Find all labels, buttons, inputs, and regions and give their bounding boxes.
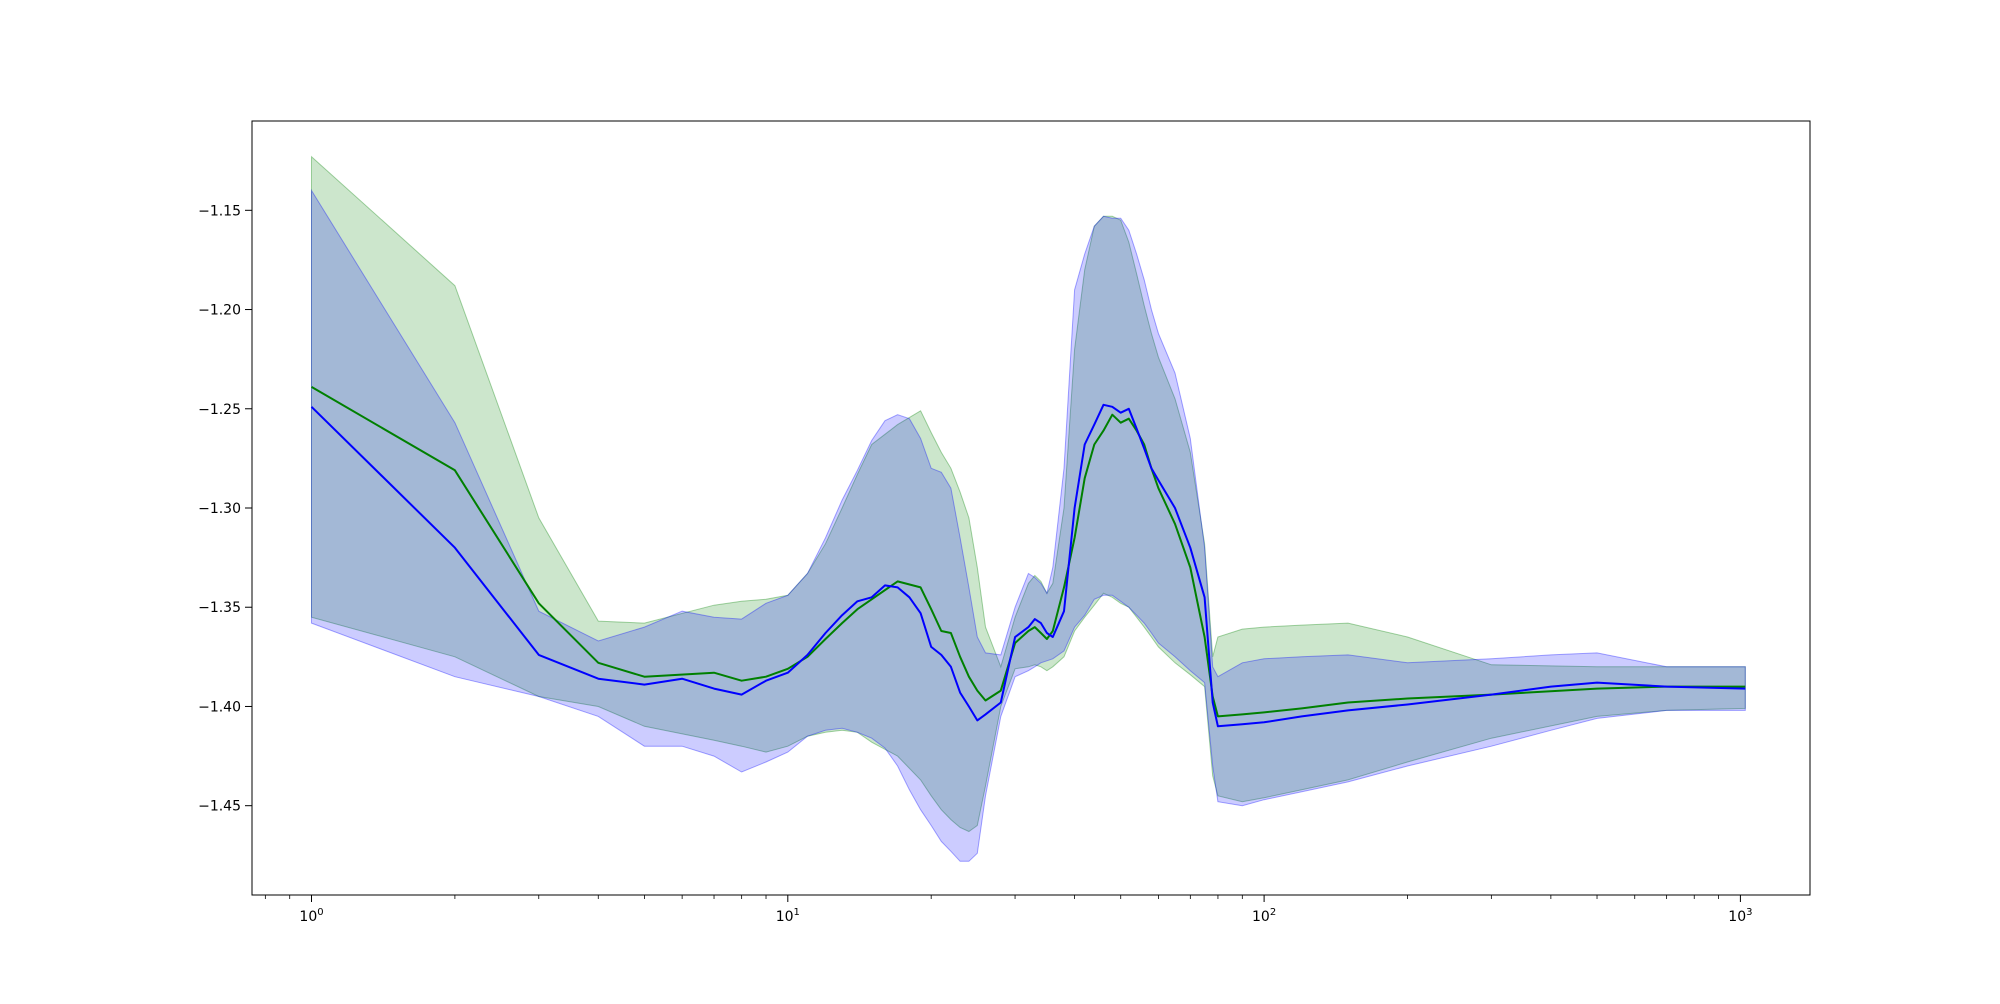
y-tick-label: −1.45 xyxy=(198,799,241,815)
y-tick-label: −1.15 xyxy=(198,203,241,219)
series-lines xyxy=(310,386,1746,728)
y-tick-label: −1.25 xyxy=(198,402,241,418)
x-tick-label: 102 xyxy=(1252,907,1276,925)
x-tick-label: 100 xyxy=(299,907,323,925)
series-1-line xyxy=(310,386,1746,718)
series-2-line xyxy=(310,403,1746,728)
x-tick-label: 101 xyxy=(776,907,800,925)
y-tick-label: −1.20 xyxy=(198,303,241,319)
x-tick-label: 103 xyxy=(1728,907,1752,925)
x-axis: 100 101 102 103 xyxy=(264,895,1753,925)
series-2-band xyxy=(311,188,1746,862)
y-tick-label: −1.35 xyxy=(198,600,241,616)
y-axis: −1.15 −1.20 −1.25 −1.30 −1.35 −1.40 −1.45 xyxy=(198,203,252,815)
y-tick-label: −1.40 xyxy=(198,699,241,715)
confidence-bands xyxy=(311,155,1746,862)
series-1-band xyxy=(311,155,1746,833)
y-tick-label: −1.30 xyxy=(198,501,241,517)
